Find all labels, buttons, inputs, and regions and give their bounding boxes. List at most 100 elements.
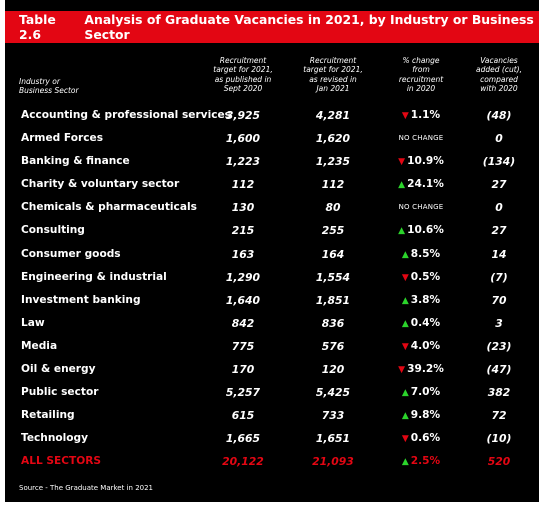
pct-change-value: 10.6% (407, 224, 444, 237)
table-row: Engineering & industrial 1,290 1,554 ▼ 0.5% (… (5, 267, 539, 290)
sector-name: Consumer goods (21, 247, 121, 260)
table-row: Retailing 615 733 ▲ 9.8% 72 (5, 405, 539, 428)
header-sector: Industry or Business Sector (19, 77, 119, 96)
pct-change-value: 9.8% (410, 409, 441, 422)
target-value: 1,640 (225, 293, 261, 307)
vacancies-value: (47) (486, 363, 512, 377)
revised-value: 1,554 (315, 270, 351, 284)
target-value: 1,290 (225, 270, 261, 284)
revised-value: 4,281 (315, 109, 351, 122)
header-target-2021: Recruitment target for 2021, as publishe… (211, 56, 275, 93)
target-value: 3,925 (225, 109, 261, 122)
pct-change-cell: ▼ 10.9% (389, 155, 453, 167)
header-line: Recruitment (219, 56, 267, 65)
pct-change-cell: NO CHANGE (389, 134, 453, 142)
vacancies-value: 520 (487, 455, 511, 469)
pct-change-cell: ▲ 10.6% (389, 224, 453, 236)
sector-name: Engineering & industrial (21, 270, 167, 283)
revised-value: 576 (321, 339, 345, 353)
table-row: Consulting 215 255 ▲ 10.6% 27 (5, 220, 539, 243)
pct-change-value: 8.5% (410, 247, 441, 260)
revised-value: 112 (321, 178, 345, 192)
pct-change-cell: NO CHANGE (389, 203, 453, 211)
pct-change-value: 2.5% (410, 455, 441, 468)
target-value: 215 (231, 224, 255, 238)
sector-name: Technology (21, 432, 89, 445)
triangle-up-icon: ▲ (401, 295, 409, 306)
target-value: 842 (231, 316, 255, 330)
source-note: Source - The Graduate Market in 2021 (19, 484, 154, 492)
pct-change-cell: ▼ 0.5% (389, 271, 453, 283)
table-row: Public sector 5,257 5,425 ▲ 7.0% 382 (5, 382, 539, 405)
pct-change-value: 0.5% (410, 270, 441, 283)
table-title: Analysis of Graduate Vacancies in 2021, … (84, 12, 534, 42)
vacancies-value: 14 (491, 247, 507, 261)
pct-change-cell: ▲ 8.5% (389, 248, 453, 260)
pct-change-value: NO CHANGE (398, 134, 444, 143)
revised-value: 120 (321, 363, 345, 377)
triangle-up-icon: ▲ (401, 388, 409, 399)
header-line: with 2020 (480, 83, 518, 93)
vacancies-value: 0 (495, 132, 503, 146)
pct-change-cell: ▲ 24.1% (389, 178, 453, 190)
vacancies-value: (48) (486, 109, 512, 122)
revised-value: 1,235 (315, 155, 351, 169)
vacancies-value: 27 (491, 178, 507, 192)
vacancies-value: 382 (487, 386, 511, 400)
pct-change-cell: ▼ 0.6% (389, 432, 453, 444)
pct-change-cell: ▲ 3.8% (389, 294, 453, 306)
pct-change-cell: ▲ 0.4% (389, 317, 453, 329)
triangle-up-icon: ▲ (401, 411, 409, 422)
revised-value: 1,651 (315, 432, 351, 446)
triangle-up-icon: ▲ (401, 249, 409, 260)
table-row: Banking & finance 1,223 1,235 ▼ 10.9% (134) (5, 151, 539, 174)
sector-name: Banking & finance (21, 155, 130, 168)
table-row: Accounting & professional services 3,925 4… (5, 105, 539, 128)
vacancies-value: (7) (490, 270, 508, 284)
pct-change-value: 39.2% (407, 363, 444, 376)
triangle-up-icon: ▲ (401, 318, 409, 329)
target-value: 163 (231, 247, 255, 261)
header-line: target for 2021, (213, 65, 273, 75)
header-revised-2021: Recruitment target for 2021, as revised … (301, 56, 365, 93)
triangle-up-icon: ▲ (401, 457, 409, 468)
target-value: 112 (231, 178, 255, 192)
revised-value: 255 (321, 224, 345, 238)
pct-change-value: 7.0% (410, 386, 441, 399)
vacancies-value: (10) (486, 432, 512, 446)
pct-change-value: 0.6% (410, 432, 441, 445)
header-line: Jan 2021 (316, 83, 350, 93)
triangle-down-icon: ▼ (398, 157, 406, 168)
header-line: Vacancies (480, 56, 518, 65)
revised-value: 164 (321, 247, 345, 261)
header-line: added (cut), (476, 65, 522, 75)
sector-name: Consulting (21, 224, 85, 237)
target-value: 775 (231, 339, 255, 353)
pct-change-cell: ▲ 9.8% (389, 409, 453, 421)
table-row: Chemicals & pharmaceuticals 130 80 NO CHANG… (5, 197, 539, 220)
header-line: as published in (214, 74, 272, 84)
header-line: compared (480, 74, 518, 84)
sector-name: ALL SECTORS (21, 455, 102, 468)
sector-name: Investment banking (21, 293, 141, 306)
triangle-down-icon: ▼ (401, 272, 409, 283)
header-line: Sept 2020 (223, 83, 263, 93)
vacancies-value: 27 (491, 224, 507, 238)
pct-change-cell: ▼ 1.1% (389, 109, 453, 121)
pct-change-value: 1.1% (410, 109, 441, 121)
pct-change-value: NO CHANGE (398, 203, 444, 212)
target-value: 1,223 (225, 155, 261, 169)
sector-name: Retailing (21, 409, 75, 422)
pct-change-cell: ▼ 4.0% (389, 340, 453, 352)
header-line: Business Sector (19, 86, 79, 96)
target-value: 20,122 (222, 455, 264, 469)
sector-name: Armed Forces (21, 132, 103, 145)
triangle-down-icon: ▼ (401, 434, 409, 445)
vacancies-value: 72 (491, 409, 507, 423)
table-total-row: ALL SECTORS 20,122 21,093 ▲ 2.5% 520 (5, 451, 539, 474)
header-line: in 2020 (406, 83, 436, 93)
table-body: Accounting & professional services 3,925 4… (5, 105, 539, 475)
target-value: 170 (231, 363, 255, 377)
triangle-up-icon: ▲ (398, 180, 406, 191)
vacancies-value: (134) (482, 155, 516, 169)
